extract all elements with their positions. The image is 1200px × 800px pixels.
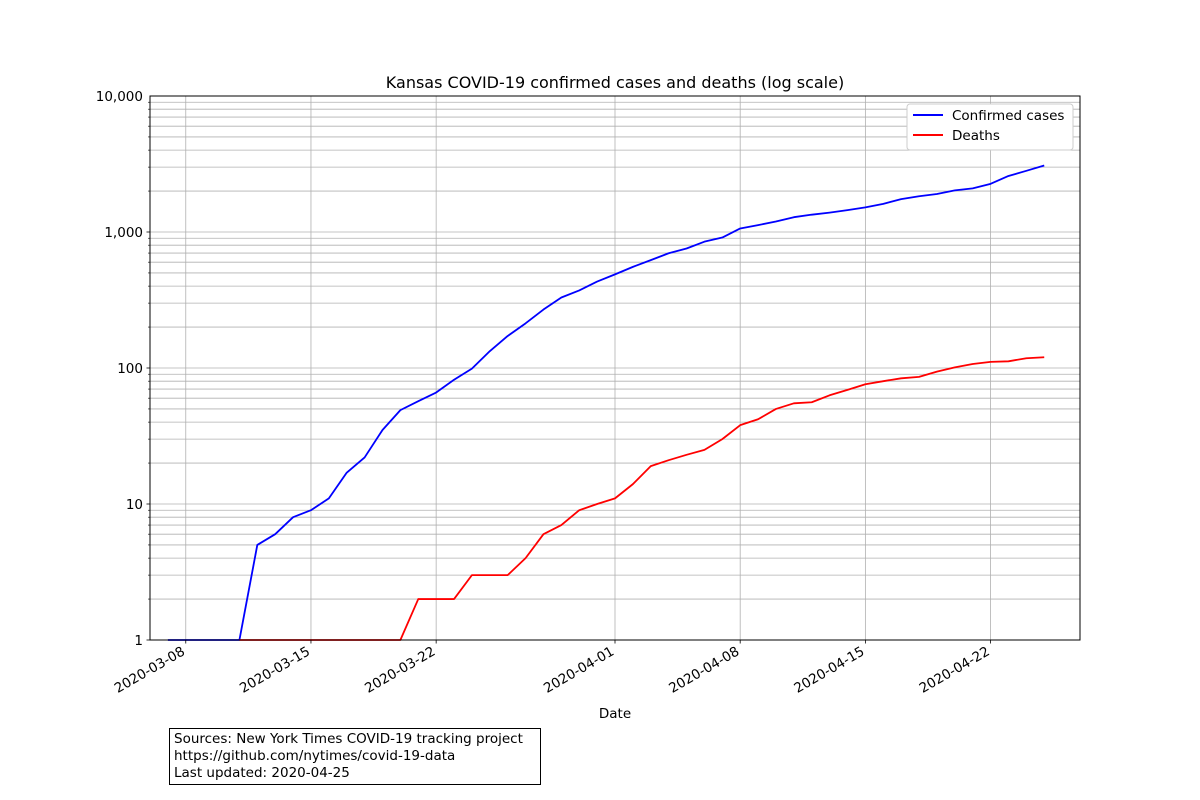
y-tick-label: 1 bbox=[134, 633, 143, 649]
legend-box bbox=[906, 103, 1074, 151]
series-line-confirmed-cases bbox=[167, 164, 1045, 641]
y-tick-label: 10 bbox=[126, 497, 143, 513]
y-tick-label: 10,000 bbox=[96, 89, 143, 105]
source-note-url: https://github.com/nytimes/covid-19-data bbox=[174, 748, 456, 764]
y-axis-ticks: 1 10 100 1,000 10,000 bbox=[96, 89, 150, 649]
x-axis-label: Date bbox=[599, 706, 631, 722]
chart-title: Kansas COVID-19 confirmed cases and deat… bbox=[386, 73, 844, 92]
y-tick-label: 100 bbox=[117, 361, 143, 377]
legend-label-confirmed: Confirmed cases bbox=[952, 108, 1064, 124]
y-tick-label: 1,000 bbox=[104, 225, 143, 241]
legend-label-deaths: Deaths bbox=[952, 128, 1000, 144]
legend: Confirmed cases Deaths bbox=[906, 103, 1074, 151]
source-note-line: Sources: New York Times COVID-19 trackin… bbox=[174, 731, 523, 747]
source-note: Sources: New York Times COVID-19 trackin… bbox=[169, 728, 541, 785]
source-note-updated: Last updated: 2020-04-25 bbox=[174, 765, 350, 781]
